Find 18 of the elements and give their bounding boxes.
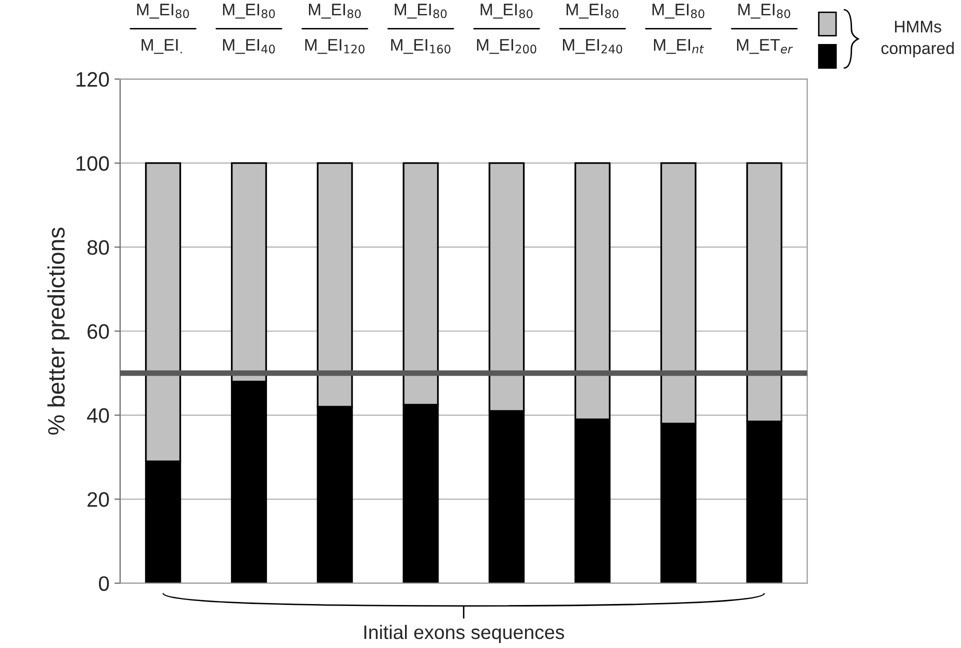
category-label: M_EI$_{80}$ M_EI$_{nt}$: [652, 4, 704, 54]
category-label: M_EI$_{80}$ M_EI$_{160}$: [391, 4, 450, 54]
category-label: M_EI$_{80}$ M_ET$_{er}$: [737, 4, 793, 54]
y-tick-label: 120: [76, 72, 109, 87]
y-axis-title: % better predictions: [47, 228, 70, 435]
x-axis-title: Initial exons sequences: [364, 624, 564, 643]
y-tick-label: 80: [87, 240, 109, 255]
y-tick-label: 60: [88, 324, 109, 339]
category-label: M_EI$_{80}$ M_EI$_{120}$: [305, 4, 364, 54]
y-tick-label: 20: [88, 492, 109, 507]
category-label: M_EI$_{80}$ M_EI$_{40}$: [223, 4, 275, 54]
text: HMMs compared: [881, 20, 954, 58]
category-label: M_EI$_{80}$ M_EI$_{.}$: [137, 4, 189, 54]
y-tick-label: 100: [76, 156, 109, 171]
category-label: M_EI$_{80}$ M_EI$_{200}$: [477, 4, 536, 54]
y-tick-label: 0: [98, 576, 109, 591]
y-tick-label: 40: [87, 408, 109, 423]
category-label: M_EI$_{80}$ M_EI$_{240}$: [562, 4, 622, 54]
